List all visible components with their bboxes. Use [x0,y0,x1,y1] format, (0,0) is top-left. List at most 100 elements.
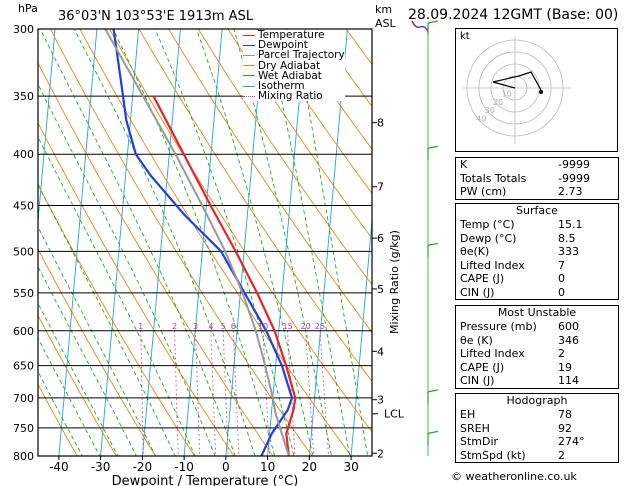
pressure-tick-label: 800 [13,450,34,463]
unstable-label: Lifted Index [460,347,525,360]
legend-swatch [243,85,255,87]
parcel-trajectory-profile-line [104,29,290,456]
wet-adiabat-line [38,183,176,456]
legend-item: Wet Adiabat [243,69,345,82]
dry-adiabat-line [38,314,117,456]
stats-row: K -9999 [456,158,618,172]
temp-tick-label: -20 [133,460,153,474]
mixing-ratio-label: 1 [138,322,143,331]
unstable-row: Pressure (mb) 600 [456,320,618,334]
most-unstable-title: Most Unstable [497,306,577,319]
mixing-ratio-line [262,330,271,456]
wet-adiabat-line [38,136,196,456]
mixing-ratio-label: 15 [283,322,293,331]
surface-value: 0 [558,272,565,285]
surface-label: θe(K) [460,245,490,258]
unstable-label: CIN (J) [460,374,495,387]
mixing-ratio-label: 6 [231,322,236,331]
km-tick-label: 4 [377,345,384,358]
hodograph-value: 78 [558,408,572,421]
stats-label: PW (cm) [460,185,507,198]
hodograph-row: StmSpd (kt) 2 [456,449,618,463]
surface-value: 7 [558,258,565,272]
legend-swatch [243,44,255,46]
hodograph-row: EH 78 [456,408,618,422]
unstable-row: Lifted Index 2 [456,347,618,361]
stats-row: PW (cm) 2.73 [456,185,618,199]
hodograph-row: StmDir 274° [456,435,618,449]
unstable-value: 19 [558,360,572,374]
isotherm-line [141,29,181,456]
chart-legend: Temperature Dewpoint Parcel Trajectory Dry … [243,30,345,101]
legend-item: Temperature [243,30,345,40]
temp-tick-label: -40 [49,460,69,474]
mixing-ratio-axis-label: Mixing Ratio (g/kg) [388,230,401,334]
surface-label: Dewp (°C) [460,231,517,245]
stats-label: Totals Totals [460,171,527,185]
hodograph-value: 274° [558,435,585,448]
mixing-ratio-label: 10 [258,322,268,331]
hodograph-table: Hodograph EH 78 SREH 92 StmDir 274° StmSpd (kt… [455,393,619,463]
stats-value: -9999 [558,171,590,185]
wind-barb-flag [427,389,439,393]
mixing-ratio-label: 3 [193,322,198,331]
stats-row: Totals Totals -9999 [456,172,618,186]
hodograph-value: 2 [558,448,565,462]
lcl-label: LCL [384,408,405,421]
temp-tick-label: 30 [343,460,358,474]
hodograph-trace [492,71,542,91]
mixing-ratio-label: 25 [315,322,325,331]
isotherm-line [38,29,56,227]
stats-table: K -9999 Totals Totals -9999 PW (cm) 2.73 [455,157,619,200]
mixing-ratio-label: 4 [208,322,213,331]
legend-swatch [243,95,255,97]
unstable-row: CAPE (J) 19 [456,361,618,375]
legend-item: Mixing Ratio [243,91,345,101]
hodograph-ring-label: 20 [493,98,503,107]
unstable-label: CAPE (J) [460,360,505,374]
wet-adiabat-line [38,302,119,456]
isotherm-line [0,29,13,456]
unstable-value: 600 [558,320,579,333]
mixing-ratio-label: 2 [172,322,177,331]
legend-item: Isotherm [243,81,345,91]
plot-frame [37,28,373,457]
wet-adiabat-line [38,83,216,456]
legend-label: Isotherm [258,79,305,92]
pressure-tick-label: 600 [13,325,34,338]
wind-barb-flag [427,242,439,246]
credit-label: © weatheronline.co.uk [451,470,577,483]
x-axis-label: Dewpoint / Temperature (°C) [112,474,299,486]
surface-row: Lifted Index 7 [456,259,618,273]
location-label: 36°03'N 103°53'E 1913m ASL [58,9,254,24]
wind-barb-flag [427,430,439,434]
surface-value: 15.1 [558,218,583,231]
surface-label: CIN (J) [460,285,495,299]
legend-item: Parcel Trajectory [243,49,345,62]
temp-tick-label: 0 [222,460,230,474]
km-tick-label: 2 [377,447,384,460]
asl-unit-label: ASL [375,17,396,30]
pressure-tick-label: 750 [13,422,34,435]
pressure-tick-label: 700 [13,392,34,405]
stats-label: K [460,158,468,171]
pressure-tick-label: 500 [13,245,34,258]
km-tick-label: 7 [377,181,384,194]
temp-tick-label: -30 [91,460,111,474]
temp-tick-label: 20 [302,460,317,474]
legend-label: Parcel Trajectory [258,49,345,62]
km-tick-label: 6 [377,232,384,245]
isotherm-line [183,29,223,456]
km-tick-label: 3 [377,394,384,407]
unstable-row: θe (K) 346 [456,334,618,348]
legend-label: Wet Adiabat [258,69,322,82]
hodograph-title: Hodograph [506,394,568,407]
hodograph-storm-motion [539,90,543,94]
hodograph-label: EH [460,408,476,421]
mixing-ratio-line [210,330,217,456]
surface-value: 8.5 [558,231,576,245]
temp-tick-label: 10 [260,460,275,474]
legend-swatch [243,65,255,67]
unstable-label: Pressure (mb) [460,320,537,333]
stats-value: 2.73 [558,185,583,198]
